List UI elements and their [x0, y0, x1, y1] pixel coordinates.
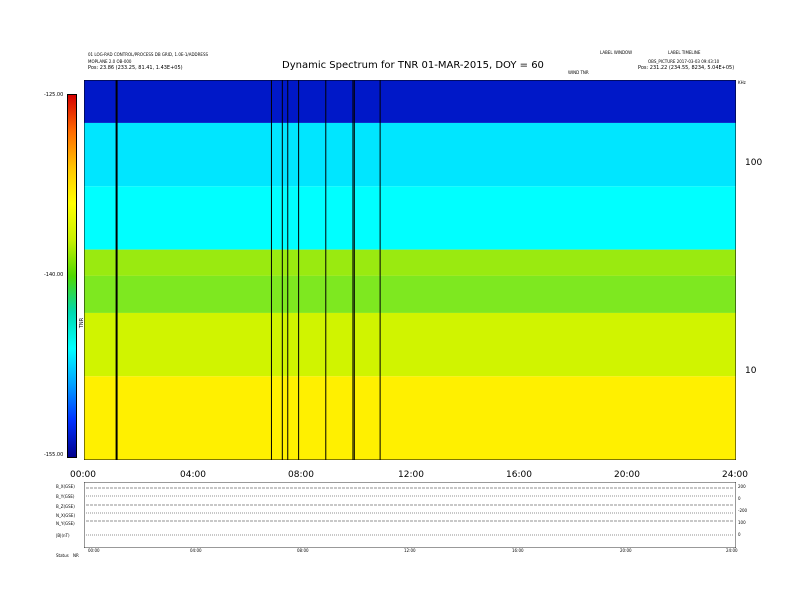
x-tick-2400: 24:00 [722, 470, 748, 480]
panel-x-tick-6: 24:00 [726, 548, 738, 553]
x-tick-1200: 12:00 [398, 470, 424, 480]
panel-label-ny: N_Y(GSE) [56, 521, 75, 526]
colorbar-tick-bottom: -155.00 [44, 452, 64, 458]
header-info-right1: LABEL TIMELINE [668, 50, 701, 55]
y-tick-10: 10 [745, 366, 757, 376]
panel-right-tick-1: 200 [738, 484, 746, 489]
panel-label-b: |B|(nT) [56, 533, 70, 538]
y-tick-100: 100 [745, 158, 763, 168]
header-info-right2: OBS_PICTURE 2017-03-03 09:43:10 [648, 59, 720, 64]
colorbar-tick-top: -125.00 [44, 92, 64, 98]
colorbar-gradient [68, 95, 76, 457]
panels-frame [84, 482, 736, 548]
data-gap-lines [115, 80, 381, 460]
panel-x-tick-0: 00:00 [88, 548, 100, 553]
panel-x-tick-1: 04:00 [190, 548, 202, 553]
spectrum-band-5 [84, 312, 736, 377]
spectrum-band-2 [84, 186, 736, 250]
spectrum-band-4 [84, 275, 736, 313]
spectrogram-layers [84, 80, 736, 460]
x-tick-0000: 00:00 [70, 470, 96, 480]
spectrogram-plot [84, 80, 736, 460]
header-position-right: Pos: 231.22 (234.55, 8234, 5.04E+05) [638, 65, 735, 71]
spectrum-band-6 [84, 376, 736, 460]
x-tick-0400: 04:00 [180, 470, 206, 480]
panel-label-bz: B_Z(GSE) [56, 504, 75, 509]
panel-right-tick-5: 0 [738, 532, 741, 537]
x-tick-0800: 08:00 [288, 470, 314, 480]
panel-label-bx: B_X(GSE) [56, 484, 75, 489]
spectrum-band-1 [84, 122, 736, 187]
panel-label-by: B_Y(GSE) [56, 494, 75, 499]
panel-x-tick-2: 08:00 [297, 548, 309, 553]
header-info-line1: 01 LOG-RAD CONTROL/PROCESS DB GRID, 1.0E… [88, 52, 209, 57]
panel-right-tick-2: 0 [738, 496, 741, 501]
colorbar-tick-mid: -140.00 [44, 272, 64, 278]
spectrum-band-0 [84, 80, 736, 123]
x-tick-1600: 16:00 [506, 470, 532, 480]
header-info-line2: MOPLANE 2.0 OB-000 [88, 59, 132, 64]
panel-right-tick-4: 100 [738, 520, 746, 525]
spectrum-band-3 [84, 249, 736, 276]
panel-traces [86, 487, 734, 536]
x-tick-2000: 20:00 [614, 470, 640, 480]
header-position-left: Pos: 23.86 (233.25, 81.41, 1.43E+05) [88, 65, 183, 71]
chart-title: Dynamic Spectrum for TNR 01-MAR-2015, DO… [282, 60, 544, 71]
parameter-panels [84, 482, 736, 548]
status-value: NR [73, 553, 79, 558]
panel-x-tick-4: 16:00 [512, 548, 524, 553]
panel-x-tick-3: 12:00 [404, 548, 416, 553]
header-info-right-small: LABEL WINDOW [600, 50, 633, 55]
status-label: Status [56, 553, 69, 558]
panel-x-tick-5: 20:00 [620, 548, 632, 553]
frequency-unit-label: KHz [738, 80, 746, 85]
panel-label-nx: N_X(GSE) [56, 513, 76, 518]
header-small-center: WIND TNR [568, 70, 589, 75]
colorbar [67, 94, 77, 458]
panel-right-tick-3: -200 [738, 508, 748, 513]
